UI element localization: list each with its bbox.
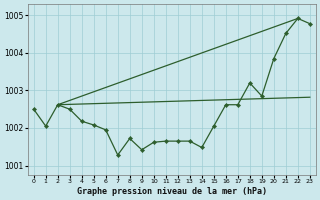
X-axis label: Graphe pression niveau de la mer (hPa): Graphe pression niveau de la mer (hPa)	[77, 187, 267, 196]
